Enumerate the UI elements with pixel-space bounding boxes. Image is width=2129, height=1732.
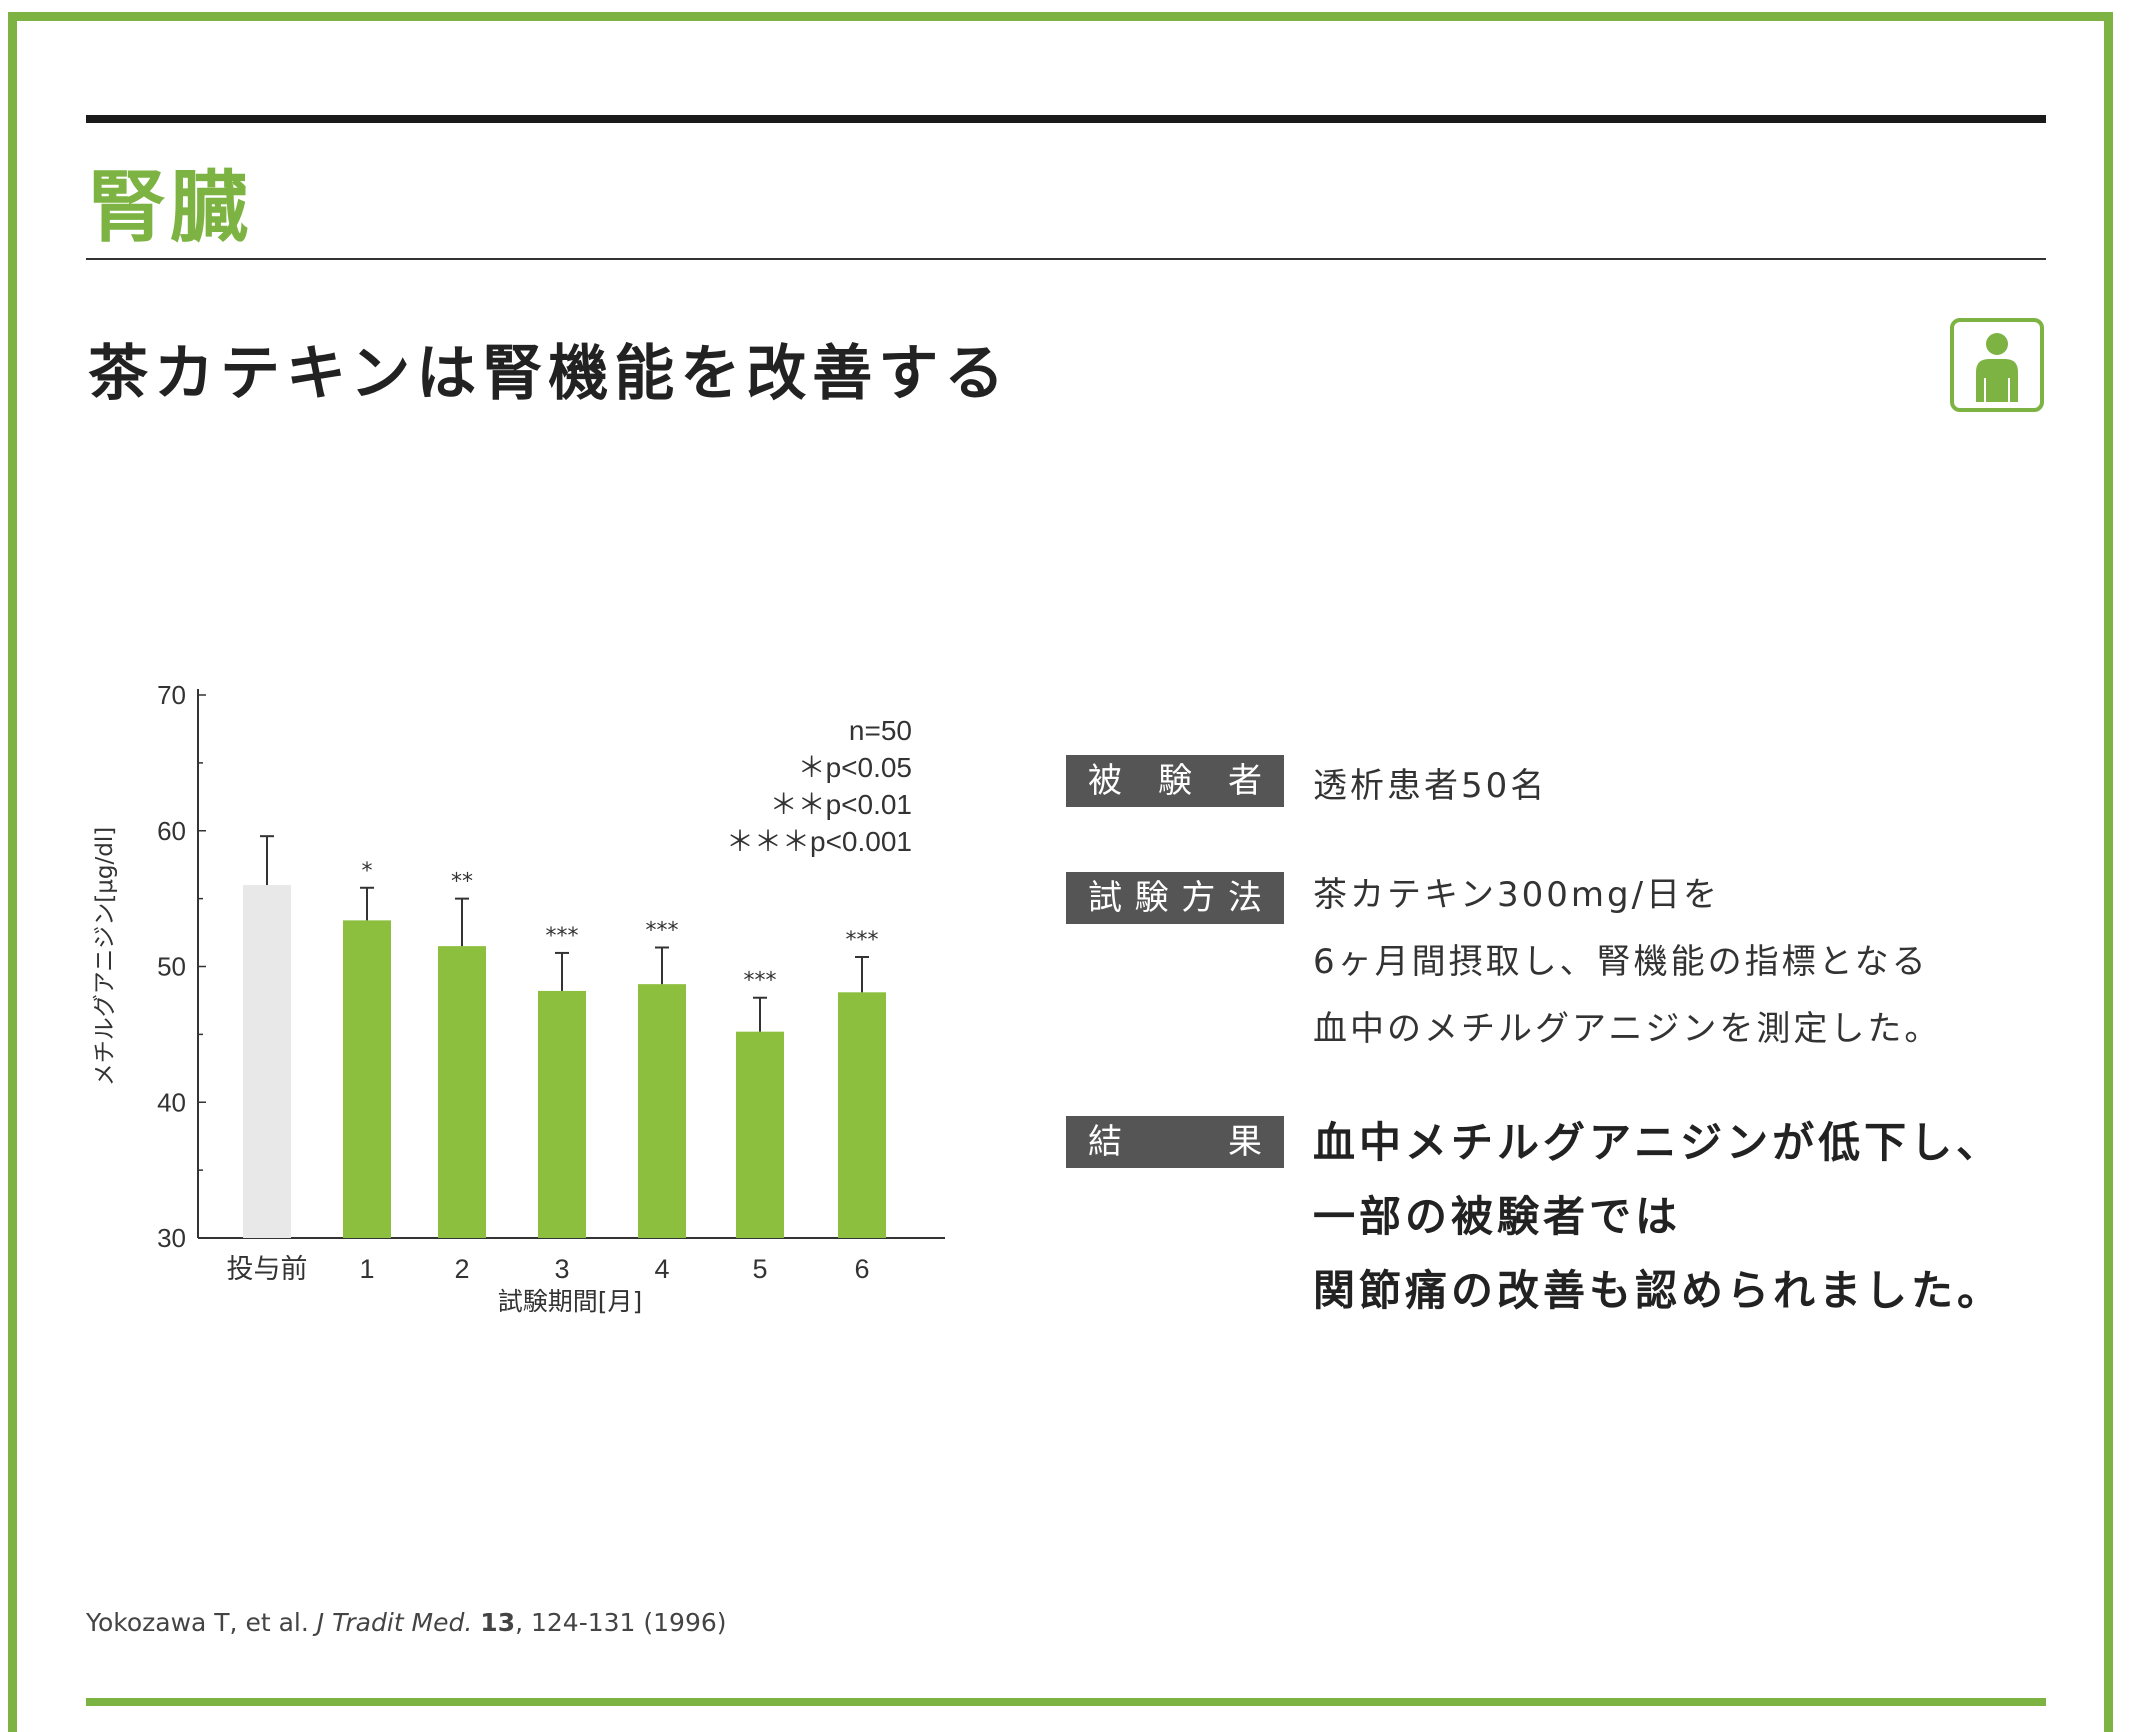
citation-pages: , 124-131 (1996)	[515, 1608, 727, 1637]
bar	[343, 920, 391, 1238]
citation-volume: 13	[480, 1608, 516, 1637]
bar	[538, 990, 586, 1238]
method-line: 茶カテキン300mg/日を	[1313, 875, 1721, 915]
legend-entry: n=50	[849, 715, 912, 746]
legend-entry: ＊＊＊p<0.001	[726, 826, 912, 857]
citation: Yokozawa T, et al. J Tradit Med. 13, 124…	[86, 1608, 727, 1637]
subjects-label-char: 被	[1088, 761, 1122, 801]
subjects-label-char: 験	[1158, 761, 1192, 801]
subjects-label-char: 者	[1228, 761, 1262, 801]
headline: 茶カテキンは腎機能を改善する	[88, 339, 1011, 409]
method-label: 試 験 方 法	[1066, 872, 1284, 924]
bar	[638, 984, 686, 1238]
result-label-char: 結	[1088, 1122, 1122, 1162]
subjects-label: 被 験 者	[1066, 755, 1284, 807]
method-label-char: 法	[1227, 878, 1262, 918]
method-label-char: 験	[1134, 878, 1169, 918]
significance-mark: ***	[546, 924, 579, 949]
x-tick-label: 投与前	[227, 1254, 308, 1284]
bar	[838, 992, 886, 1238]
y-tick-label: 70	[157, 680, 186, 710]
section-title: 腎臓	[88, 163, 253, 253]
citation-journal: J Tradit Med.	[316, 1608, 473, 1637]
significance-mark: **	[451, 870, 473, 895]
method-label-char: 試	[1088, 878, 1122, 918]
person-icon-graphic	[1976, 333, 2018, 402]
legend-entry: ＊＊p<0.01	[770, 789, 912, 820]
bar	[736, 1031, 784, 1238]
bar	[243, 885, 291, 1238]
section-rule	[86, 258, 2046, 260]
significance-mark: ***	[846, 928, 879, 953]
method-line: 血中のメチルグアニジンを測定した。	[1313, 1009, 1942, 1049]
legend-entry: ＊p<0.05	[798, 752, 912, 783]
y-tick-label: 30	[157, 1223, 186, 1253]
significance-mark: ***	[744, 969, 777, 994]
result-label: 結 果	[1066, 1116, 1284, 1168]
y-axis-label: メチルグアニジン[μg/dl]	[92, 827, 118, 1086]
y-tick-label: 50	[157, 952, 186, 982]
x-tick-label: 2	[454, 1254, 469, 1284]
person-icon	[1950, 318, 2044, 412]
method-label-char: 方	[1181, 878, 1216, 918]
subjects-value: 透析患者50名	[1313, 766, 1548, 806]
x-tick-label: 1	[359, 1254, 374, 1284]
x-axis-label: 試験期間[月]	[498, 1287, 643, 1316]
y-tick-label: 40	[157, 1087, 186, 1117]
bar	[438, 946, 486, 1238]
result-line: 血中メチルグアニジンが低下し、	[1313, 1118, 2003, 1167]
method-text: 茶カテキン300mg/日を 6ヶ月間摂取し、腎機能の指標となる 血中のメチルグア…	[1313, 862, 1941, 1063]
result-line: 関節痛の改善も認められました。	[1313, 1266, 2004, 1315]
top-rule	[86, 115, 2046, 123]
page-frame	[8, 12, 2113, 1732]
y-tick-label: 60	[157, 816, 186, 846]
result-line: 一部の被験者では	[1313, 1192, 1682, 1241]
methylguanidine-bar-chart: 30 40 50 60 70 投与前 * 1 ** 2 *** 3 *** 4 *** 5 *** 6 試験期間[月…	[92, 680, 945, 1316]
x-tick-label: 3	[554, 1254, 569, 1284]
x-tick-label: 6	[854, 1254, 869, 1284]
x-tick-label: 5	[752, 1254, 767, 1284]
significance-mark: ***	[646, 918, 679, 943]
x-tick-label: 4	[654, 1254, 669, 1284]
method-line: 6ヶ月間摂取し、腎機能の指標となる	[1313, 942, 1929, 982]
citation-authors: Yokozawa T, et al.	[86, 1608, 317, 1637]
bottom-rule	[86, 1698, 2046, 1706]
result-label-char: 果	[1228, 1122, 1262, 1162]
result-text: 血中メチルグアニジンが低下し、 一部の被験者では 関節痛の改善も認められました。	[1313, 1106, 2003, 1328]
significance-mark: *	[362, 859, 373, 884]
